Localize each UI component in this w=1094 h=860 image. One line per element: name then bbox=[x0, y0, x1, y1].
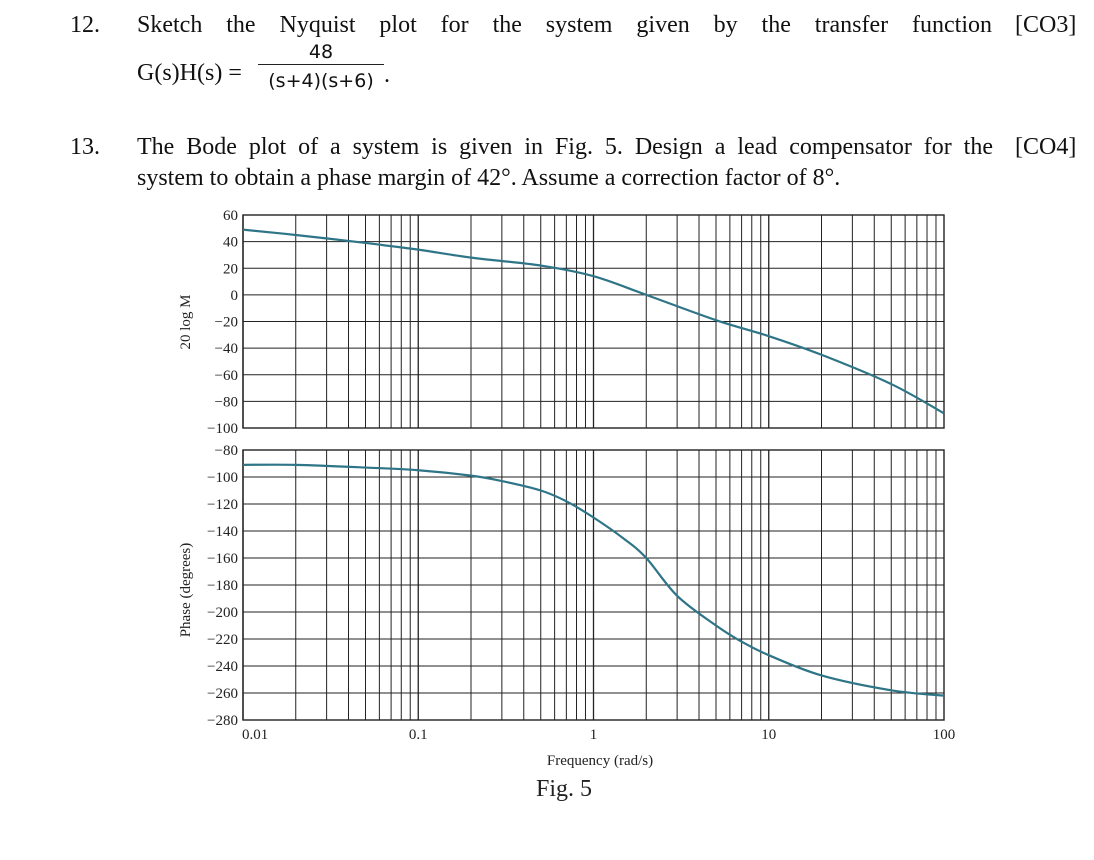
x-tick-label: 0.1 bbox=[409, 727, 428, 743]
q12-period: . bbox=[384, 62, 390, 88]
q12-text: Sketch the Nyquist plot for the system g… bbox=[137, 12, 992, 38]
phase-curve bbox=[242, 463, 945, 697]
phase-axis-label: Phase (degrees) bbox=[178, 543, 194, 638]
y-tick-label: 40 bbox=[223, 235, 238, 251]
y-tick-label: −220 bbox=[207, 632, 238, 648]
y-tick-label: −280 bbox=[207, 713, 238, 729]
y-tick-label: −40 bbox=[215, 341, 238, 357]
q12-denominator: (s+4)(s+6) bbox=[268, 70, 374, 92]
magnitude-grid bbox=[242, 214, 945, 429]
q12-co-tag: [CO3] bbox=[1015, 12, 1077, 38]
magnitude-axis-label: 20 log M bbox=[178, 294, 194, 349]
q12-fraction-bar bbox=[258, 64, 384, 65]
plot-frame bbox=[242, 449, 945, 721]
q13-number: 13. bbox=[70, 134, 100, 160]
y-tick-label: −80 bbox=[215, 443, 238, 459]
x-tick-label: 1 bbox=[590, 727, 598, 743]
q13-line-2: system to obtain a phase margin of 42°. … bbox=[137, 165, 841, 191]
y-tick-label: −20 bbox=[215, 315, 238, 331]
phase-tick-labels: −80 −100 −120 −140 −160 −180 −200 −220 −240 −260 −… bbox=[207, 443, 238, 729]
y-tick-label: −200 bbox=[207, 605, 238, 621]
frequency-axis-label: Frequency (rad/s) bbox=[547, 753, 653, 769]
y-tick-label: −180 bbox=[207, 578, 238, 594]
q12-fraction: 48 (s+4)(s+6) bbox=[258, 40, 384, 94]
y-tick-label: −160 bbox=[207, 551, 238, 567]
y-tick-label: 60 bbox=[223, 208, 238, 224]
magnitude-tick-labels: 60 40 20 0 −20 −40 −60 −80 −100 bbox=[207, 208, 238, 437]
q12-numerator: 48 bbox=[308, 41, 334, 63]
magnitude-curve bbox=[242, 228, 945, 415]
y-tick-label: −80 bbox=[215, 394, 238, 410]
q12-lhs: G(s)H(s) = bbox=[137, 60, 242, 86]
x-tick-label: 100 bbox=[933, 727, 956, 743]
y-tick-label: −240 bbox=[207, 659, 238, 675]
y-tick-label: −100 bbox=[207, 470, 238, 486]
q13-co-tag: [CO4] bbox=[1015, 134, 1077, 160]
x-tick-label: 10 bbox=[761, 727, 776, 743]
frequency-tick-labels: 0.01 0.1 1 10 100 bbox=[242, 727, 955, 743]
q13-line-1: The Bode plot of a system is given in Fi… bbox=[137, 134, 993, 160]
y-tick-label: −260 bbox=[207, 686, 238, 702]
figure-caption: Fig. 5 bbox=[536, 776, 592, 802]
x-tick-label: 0.01 bbox=[242, 727, 268, 743]
y-tick-label: 20 bbox=[223, 261, 238, 277]
q12-number: 12. bbox=[70, 12, 100, 38]
y-tick-label: −60 bbox=[215, 368, 238, 384]
y-tick-label: −140 bbox=[207, 524, 238, 540]
plot-frame bbox=[242, 214, 945, 429]
y-tick-label: 0 bbox=[231, 288, 239, 304]
y-tick-label: −100 bbox=[207, 421, 238, 437]
y-tick-label: −120 bbox=[207, 497, 238, 513]
